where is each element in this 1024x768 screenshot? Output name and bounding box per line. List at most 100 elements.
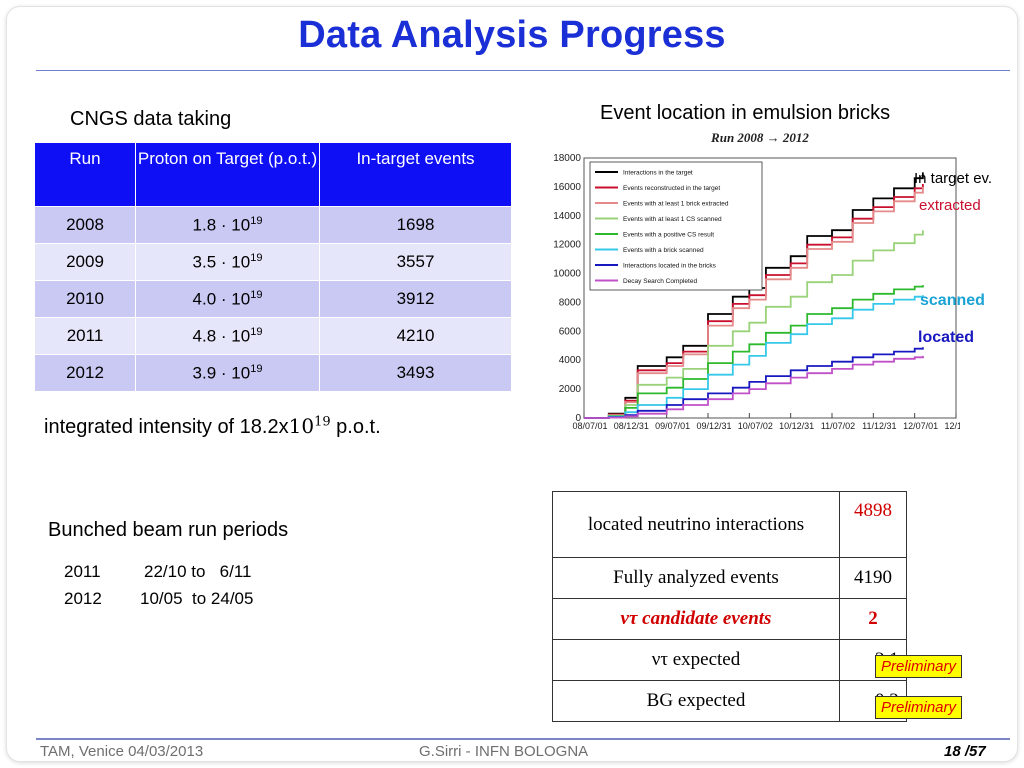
result-label: BG expected xyxy=(552,680,840,722)
pot-events-cell: 3912 xyxy=(319,280,512,318)
legend-entry: Events with at least 1 brick extracted xyxy=(623,201,729,208)
annotation-extracted: extracted xyxy=(919,197,981,214)
series-line xyxy=(584,295,924,419)
x-tick-label: 12/07/01 xyxy=(903,421,938,431)
pot-run-cell: 2012 xyxy=(34,354,136,392)
pot-header-events: In-target events xyxy=(319,142,512,207)
bunched-to-word: to xyxy=(192,589,207,608)
result-label: Fully analyzed events xyxy=(552,557,840,599)
integrated-exponent: 19 xyxy=(314,414,331,430)
pot-run-cell: 2010 xyxy=(34,280,136,318)
pot-table-header-row: Run Proton on Target (p.o.t.) In-target … xyxy=(34,142,512,207)
legend-entry: Events reconstructed in the target xyxy=(623,185,720,192)
annotation-in-target: In target ev. xyxy=(914,170,993,187)
legend-entry: Events with a positive CS result xyxy=(623,232,714,239)
chart-subtitle: Run 2008 → 2012 xyxy=(710,130,809,145)
bunched-year: 2012 xyxy=(64,589,102,608)
result-value: 2 xyxy=(839,598,907,640)
results-table: located neutrino interactions 4898 Fully… xyxy=(552,491,907,722)
x-tick-label: 10/07/02 xyxy=(738,421,773,431)
series-line xyxy=(584,347,924,419)
bunched-from: 10/05 xyxy=(140,589,183,608)
result-value: 4898 xyxy=(839,491,907,558)
bunched-to-word: to xyxy=(191,562,206,581)
result-label: located neutrino interactions xyxy=(552,491,840,558)
preliminary-badge: Preliminary xyxy=(875,655,963,678)
pot-run-cell: 2009 xyxy=(34,243,136,281)
y-tick-label: 4000 xyxy=(559,355,582,366)
bunched-to: 24/05 xyxy=(210,589,254,608)
pot-mantissa: 4.8 · 10 xyxy=(192,326,251,346)
pot-exponent: 19 xyxy=(250,325,263,338)
pot-value-cell: 4.0 · 1019 xyxy=(135,280,320,318)
x-tick-label: 11/12/31 xyxy=(862,421,896,431)
bunched-to: 6/11 xyxy=(219,562,252,581)
x-tick-label: 08/07/01 xyxy=(572,421,607,431)
result-label: ντ expected xyxy=(552,639,840,681)
event-location-chart: Run 2008 → 2012 0 2000 4000 6000 8000 10000 12… xyxy=(548,128,960,434)
x-tick-label: 11/07/02 xyxy=(821,421,855,431)
table-row: Fully analyzed events 4190 xyxy=(552,557,907,599)
y-tick-label: 14000 xyxy=(553,211,581,222)
table-row: BG expected 0.2 xyxy=(552,680,907,722)
legend-entry: Events with a brick scanned xyxy=(623,247,704,254)
legend-entry: Interactions located in the bricks xyxy=(623,263,717,270)
pot-table: Run Proton on Target (p.o.t.) In-target … xyxy=(34,142,512,392)
y-tick-label: 6000 xyxy=(559,326,582,337)
pot-run-cell: 2008 xyxy=(34,206,136,244)
bunched-from: 22/10 xyxy=(144,562,187,581)
chart-title: Event location in emulsion bricks xyxy=(600,102,891,124)
result-label-text: ντ candidate events xyxy=(620,608,772,629)
slide-title: Data Analysis Progress xyxy=(298,14,726,56)
result-label: ντ candidate events xyxy=(552,598,840,640)
legend-entry: Interactions in the target xyxy=(623,170,693,177)
pot-mantissa: 4.0 · 10 xyxy=(192,289,251,309)
integrated-suffix: p.o.t. xyxy=(330,416,381,438)
pot-exponent: 19 xyxy=(250,251,263,264)
series-line xyxy=(584,355,924,419)
bunched-row: 2012 10/05 to 24/05 xyxy=(64,589,253,609)
bunched-title: Bunched beam run periods xyxy=(48,519,289,541)
legend-box xyxy=(589,161,763,291)
y-tick-label: 12000 xyxy=(553,240,581,251)
y-tick-label: 2000 xyxy=(559,384,582,395)
result-value: 4190 xyxy=(839,557,907,599)
page-number: 18 /57 xyxy=(944,743,986,760)
pot-value-cell: 1.8 · 1019 xyxy=(135,206,320,244)
y-tick-label: 16000 xyxy=(553,182,581,193)
pot-run-cell: 2011 xyxy=(34,317,136,355)
cngs-label: CNGS data taking xyxy=(70,108,232,130)
pot-exponent: 19 xyxy=(250,362,263,375)
preliminary-badge: Preliminary xyxy=(875,696,963,719)
integrated-base: 10 xyxy=(288,414,315,438)
legend-entry: Decay Search Completed xyxy=(623,278,697,285)
footer-left: TAM, Venice 04/03/2013 xyxy=(40,743,204,760)
bunched-row: 2011 22/10 to 6/11 xyxy=(64,562,251,582)
pot-mantissa: 3.5 · 10 xyxy=(192,252,251,272)
pot-value-cell: 3.5 · 1019 xyxy=(135,243,320,281)
table-row: 2008 1.8 · 1019 1698 xyxy=(34,206,512,244)
y-tick-label: 8000 xyxy=(559,297,582,308)
pot-exponent: 19 xyxy=(250,288,263,301)
chart-legend: Interactions in the target Events reconst… xyxy=(589,161,763,291)
chart-series xyxy=(584,172,924,419)
integrated-intensity: integrated intensity of 18.2x1019 p.o.t. xyxy=(44,414,381,439)
pot-events-cell: 3493 xyxy=(319,354,512,392)
table-row: ντ expected 2.1 xyxy=(552,639,907,681)
bunched-year: 2011 xyxy=(64,562,101,581)
pot-value-cell: 4.8 · 1019 xyxy=(135,317,320,355)
footer-center: G.Sirri - INFN BOLOGNA xyxy=(419,743,589,760)
legend-entry: Events with at least 1 CS scanned xyxy=(623,216,722,223)
integrated-prefix: integrated intensity of 18.2x xyxy=(44,416,289,438)
y-tick-label: 10000 xyxy=(553,269,581,280)
y-tick-label: 18000 xyxy=(553,153,581,164)
title-divider xyxy=(36,70,1010,71)
series-line xyxy=(584,186,924,419)
pot-events-cell: 4210 xyxy=(319,317,512,355)
pot-header-run: Run xyxy=(34,142,136,207)
x-tick-label: 08/12/31 xyxy=(614,421,649,431)
footer-divider xyxy=(36,738,1010,740)
annotation-scanned: scanned xyxy=(920,292,985,309)
annotation-located: located xyxy=(918,329,975,346)
pot-exponent: 19 xyxy=(250,214,263,227)
